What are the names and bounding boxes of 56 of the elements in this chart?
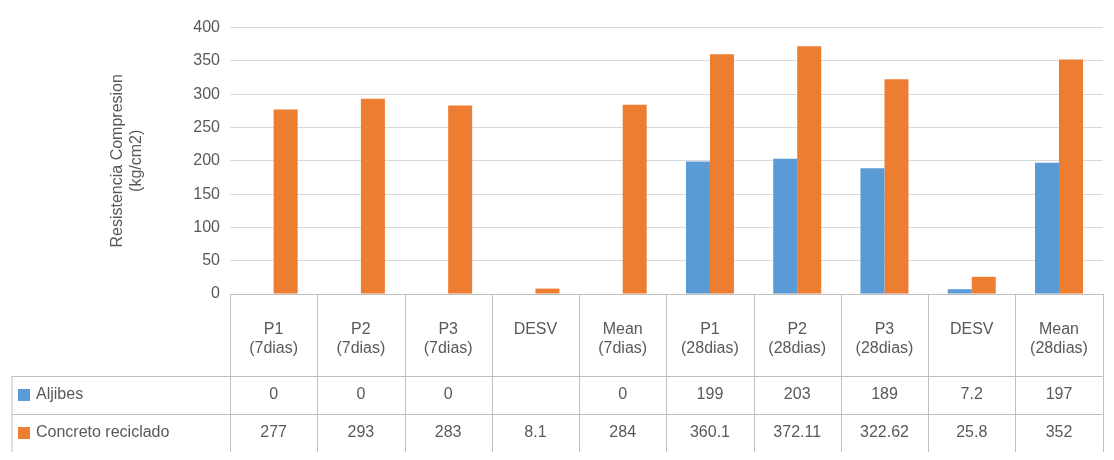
x-tick-label: Mean (28dias) <box>1030 320 1088 357</box>
bar <box>685 161 710 294</box>
data-label: 0 <box>269 385 279 403</box>
legend-label: Concreto reciclado <box>36 423 170 441</box>
data-label: 277 <box>260 423 288 441</box>
data-label: 322.62 <box>860 423 910 441</box>
data-label: 25.8 <box>956 423 988 441</box>
bar <box>273 109 298 294</box>
bar <box>797 46 822 294</box>
bar <box>622 104 647 294</box>
bar <box>860 168 885 294</box>
data-label: 283 <box>434 423 462 441</box>
data-label: 293 <box>347 423 375 441</box>
y-tick-label: 0 <box>211 284 221 302</box>
x-tick-label: P1 (28dias) <box>681 320 739 357</box>
bar <box>360 98 385 294</box>
bar <box>1035 162 1059 294</box>
bar <box>773 158 798 294</box>
bar <box>947 289 972 294</box>
bar <box>1059 59 1083 294</box>
x-tick-label: Mean (7dias) <box>598 320 648 357</box>
x-tick-label: P3 (7dias) <box>423 320 473 357</box>
y-tick-label: 350 <box>193 51 221 69</box>
y-tick-label: 100 <box>193 217 221 235</box>
y-tick-label: 400 <box>193 18 221 36</box>
x-tick-label: DESV <box>949 320 994 338</box>
data-label: 197 <box>1045 385 1073 403</box>
x-tick-label: P2 (28dias) <box>768 320 827 357</box>
data-label: 0 <box>356 385 366 403</box>
data-label: 352 <box>1045 423 1073 441</box>
data-label: 199 <box>696 385 724 403</box>
data-label: 372.11 <box>773 423 822 441</box>
y-tick-label: 250 <box>193 117 221 135</box>
data-label: 284 <box>609 423 637 441</box>
y-tick-label: 200 <box>193 151 221 169</box>
data-label: 360.1 <box>689 423 731 441</box>
data-label: 189 <box>871 385 898 403</box>
data-label: 8.1 <box>524 423 547 441</box>
y-axis-title: Resistencia Compresion (kg/cm2) <box>108 74 145 248</box>
legend-label: Aljibes <box>36 385 84 403</box>
data-label: 203 <box>783 385 811 403</box>
data-label: 7.2 <box>960 385 983 403</box>
y-tick-label: 300 <box>193 84 221 102</box>
x-tick-label: P2 (7dias) <box>336 320 386 357</box>
bar <box>448 105 473 294</box>
data-label: 0 <box>443 385 453 403</box>
bar <box>709 54 734 294</box>
bar <box>884 79 909 294</box>
y-tick-label: 50 <box>202 251 221 269</box>
x-tick-label: P3 (28dias) <box>855 320 914 357</box>
x-tick-label: DESV <box>513 320 558 338</box>
y-tick-label: 150 <box>193 184 221 202</box>
data-label: 0 <box>618 385 628 403</box>
x-tick-label: P1 (7dias) <box>249 320 299 357</box>
bar <box>535 288 560 294</box>
bar <box>971 276 996 294</box>
